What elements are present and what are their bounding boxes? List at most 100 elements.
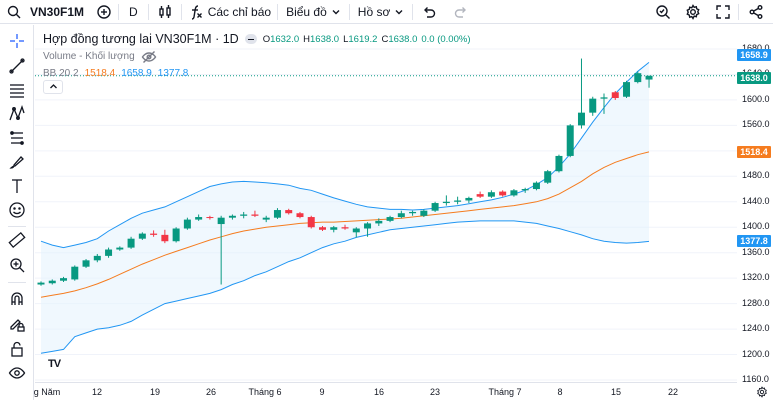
candle-body[interactable] [431, 203, 439, 211]
candle-body[interactable] [364, 223, 372, 229]
candle-body[interactable] [487, 192, 495, 197]
compare-button[interactable] [90, 0, 118, 24]
redo-button[interactable] [445, 0, 477, 24]
time-axis[interactable]: g Năm 12 19 26 Tháng 6 9 16 23 Tháng 7 8 15 22 [34, 382, 737, 400]
candle-body[interactable] [240, 214, 248, 216]
share-button[interactable] [739, 0, 773, 24]
legend-volume-row[interactable]: Volume - Khối lượng [43, 48, 471, 65]
price-tick-label: 1360.0 [742, 246, 770, 257]
candle-body[interactable] [634, 73, 642, 83]
price-chart[interactable] [35, 25, 737, 382]
magnet-tool[interactable] [7, 291, 27, 311]
candle-body[interactable] [499, 191, 507, 196]
brush-tool[interactable] [7, 154, 27, 174]
candle-body[interactable] [420, 210, 428, 216]
candle-body[interactable] [217, 217, 225, 225]
candle-body[interactable] [341, 227, 349, 229]
candle-body[interactable] [476, 194, 484, 197]
candle-body[interactable] [71, 266, 79, 280]
candle-body[interactable] [510, 190, 518, 196]
chart-menu-button[interactable]: Biểu đồ [278, 0, 349, 24]
collapse-legend-button[interactable] [43, 80, 63, 94]
zoom-tool[interactable] [7, 257, 27, 277]
visibility-tool[interactable] [7, 365, 27, 385]
candle-body[interactable] [577, 112, 585, 126]
pattern-tool[interactable] [7, 104, 27, 126]
candle-body[interactable] [352, 228, 360, 233]
text-tool[interactable] [7, 178, 27, 198]
undo-button[interactable] [413, 0, 445, 24]
candle-body[interactable] [183, 219, 191, 229]
tradingview-logo[interactable]: TV [48, 358, 61, 370]
price-tick-label: 1440.0 [742, 195, 770, 206]
eye-hidden-icon[interactable] [141, 49, 157, 65]
candle-body[interactable] [206, 217, 214, 219]
candle-body[interactable] [116, 247, 124, 250]
axis-settings-button[interactable] [756, 385, 768, 400]
fullscreen-button[interactable] [708, 0, 738, 24]
candle-body[interactable] [273, 210, 281, 218]
candle-body[interactable] [105, 249, 113, 256]
series-title[interactable]: Hợp đồng tương lai VN30F1M · 1D [43, 32, 239, 46]
candle-body[interactable] [566, 125, 574, 156]
candle-body[interactable] [251, 214, 259, 216]
candle-body[interactable] [611, 92, 619, 99]
candle-body[interactable] [600, 97, 608, 99]
candle-body[interactable] [195, 217, 203, 220]
crosshair-tool[interactable] [7, 33, 27, 53]
legend-bb-row[interactable]: BB 20 2 1518.4 1658.9 1377.8 [43, 65, 471, 81]
candle-body[interactable] [397, 213, 405, 218]
close-label: C [381, 33, 389, 45]
candle-body[interactable] [172, 228, 180, 242]
candle-body[interactable] [93, 255, 101, 261]
candle-body[interactable] [409, 211, 417, 214]
quick-search-button[interactable] [648, 0, 678, 24]
candle-body[interactable] [532, 182, 540, 190]
candle-body[interactable] [442, 201, 450, 204]
candle-body[interactable] [37, 282, 45, 285]
candle-body[interactable] [262, 217, 270, 220]
candle-body[interactable] [386, 217, 394, 221]
profile-menu-button[interactable]: Hồ sơ [350, 0, 413, 24]
candle-body[interactable] [375, 220, 383, 224]
emoji-tool[interactable] [7, 201, 27, 222]
trend-line-tool[interactable] [7, 57, 27, 78]
candle-body[interactable] [589, 98, 597, 113]
candle-body[interactable] [555, 155, 563, 172]
prediction-tool[interactable] [7, 130, 27, 150]
symbol-search[interactable]: VN30F1M [0, 0, 90, 24]
lock-tool[interactable] [7, 341, 27, 361]
candle-body[interactable] [544, 171, 552, 183]
candle-body[interactable] [48, 280, 56, 284]
minimize-icon[interactable] [244, 34, 257, 44]
candle-body[interactable] [465, 197, 473, 201]
candle-body[interactable] [82, 260, 90, 267]
candle-body[interactable] [330, 227, 338, 230]
interval-button[interactable]: D [119, 0, 148, 24]
fib-tool[interactable] [7, 82, 27, 102]
candle-body[interactable] [296, 213, 304, 218]
measure-tool[interactable] [7, 231, 27, 252]
chart-type-button[interactable] [149, 0, 181, 24]
candle-body[interactable] [307, 217, 315, 228]
candle-body[interactable] [138, 233, 146, 239]
lock-drawings-tool[interactable] [7, 316, 27, 336]
candle-body[interactable] [454, 200, 462, 202]
candle-body[interactable] [228, 215, 236, 218]
candle-body[interactable] [161, 234, 169, 242]
time-tick-label: 22 [667, 387, 679, 397]
candle-body[interactable] [150, 233, 158, 235]
candle-body[interactable] [319, 227, 326, 230]
candle-body[interactable] [521, 189, 529, 191]
indicators-button[interactable]: Các chỉ báo [182, 0, 277, 24]
search-icon [6, 4, 22, 20]
candle-body[interactable] [127, 238, 135, 248]
candle-body[interactable] [285, 210, 293, 214]
candle-body[interactable] [623, 82, 631, 97]
candle-body[interactable] [60, 278, 68, 281]
time-tick-label: 26 [205, 387, 217, 397]
settings-button[interactable] [678, 0, 708, 24]
candle-body[interactable] [645, 75, 653, 80]
time-tick-label: 9 [319, 387, 325, 397]
time-tick-label: 23 [429, 387, 441, 397]
